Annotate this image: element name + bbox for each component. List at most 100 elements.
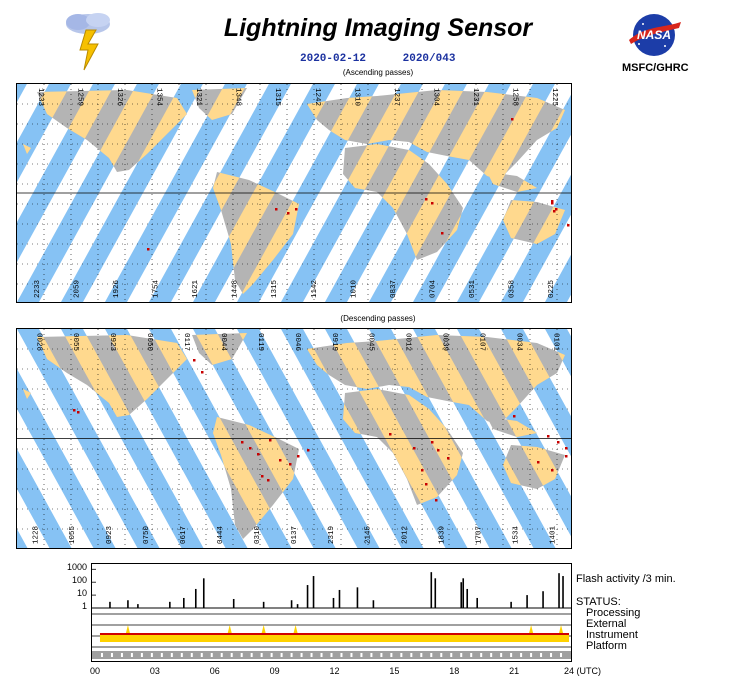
platform-gap bbox=[100, 653, 103, 657]
platform-gap bbox=[310, 653, 313, 657]
platform-gap bbox=[440, 653, 443, 657]
x-tick-label: 24 (UTC) bbox=[564, 666, 602, 676]
external-event bbox=[529, 625, 534, 633]
y-tick-label: 1 bbox=[81, 601, 87, 611]
flash-marker bbox=[279, 459, 282, 462]
platform-gap bbox=[540, 653, 543, 657]
ascending-pass-map: 1233 1259 1326 1354 1321 1348 1315 1242 1310 1237… bbox=[16, 83, 572, 303]
bottom-orbit-time-label: 0310 bbox=[254, 525, 262, 544]
flash-activity-label: Flash activity /3 min. bbox=[576, 573, 676, 585]
flash-marker bbox=[557, 441, 560, 444]
flash-marker bbox=[413, 447, 416, 450]
top-orbit-time-label: 0055 bbox=[71, 333, 79, 352]
lightning-bolt-logo bbox=[58, 10, 118, 74]
top-orbit-time-label: 1259 bbox=[75, 88, 83, 106]
platform-gap bbox=[130, 653, 133, 657]
top-orbit-time-label: 0045 bbox=[367, 333, 375, 352]
platform-gap bbox=[500, 653, 503, 657]
bottom-orbit-time-label: 1315 bbox=[271, 279, 279, 298]
flash-marker bbox=[389, 433, 392, 436]
external-event bbox=[559, 625, 564, 633]
flash-marker bbox=[437, 449, 440, 452]
bottom-orbit-time-label: 1228 bbox=[32, 526, 40, 544]
top-orbit-time-label: 1242 bbox=[313, 88, 321, 106]
bottom-orbit-time-label: 1448 bbox=[232, 280, 240, 298]
flash-marker bbox=[441, 232, 444, 235]
date-value: 2020-02-12 bbox=[300, 53, 367, 65]
top-orbit-time-label: 1348 bbox=[234, 88, 242, 106]
page-title: Lightning Imaging Sensor bbox=[223, 14, 533, 42]
nasa-logo-text: NASA bbox=[637, 28, 671, 42]
flash-marker bbox=[567, 224, 570, 227]
flash-marker bbox=[537, 461, 540, 464]
top-orbit-time-label: 0046 bbox=[293, 333, 301, 352]
bottom-orbit-time-label: 0137 bbox=[291, 526, 299, 544]
platform-gap bbox=[230, 653, 233, 657]
flash-marker bbox=[565, 447, 568, 450]
x-tick-label: 09 bbox=[269, 666, 280, 676]
bottom-orbit-time-label: 1707 bbox=[476, 526, 484, 544]
platform-gap bbox=[400, 653, 403, 657]
platform-gap bbox=[370, 653, 373, 657]
bottom-orbit-time-label: 0837 bbox=[390, 280, 398, 298]
platform-gap bbox=[180, 653, 183, 657]
platform-gap bbox=[450, 653, 453, 657]
status-row-processing: Processing bbox=[586, 607, 641, 619]
platform-gap bbox=[220, 653, 223, 657]
lightning-flashes bbox=[73, 359, 568, 502]
platform-gap bbox=[510, 653, 513, 657]
top-orbit-time-label: 1237 bbox=[392, 88, 400, 106]
status-graphic bbox=[92, 568, 571, 659]
bottom-orbit-time-label: 1621 bbox=[192, 279, 200, 298]
bottom-orbit-time-label: 0444 bbox=[217, 525, 225, 544]
x-tick-label: 03 bbox=[149, 666, 160, 676]
instrument-band bbox=[99, 633, 570, 642]
flash-marker bbox=[551, 202, 554, 205]
flash-marker bbox=[249, 447, 252, 450]
platform-gap bbox=[300, 653, 303, 657]
flash-marker bbox=[275, 208, 278, 211]
orbit-swath bbox=[17, 84, 27, 102]
flash-marker bbox=[289, 463, 292, 466]
platform-gap bbox=[420, 653, 423, 657]
platform-gap bbox=[350, 653, 353, 657]
flash-marker bbox=[257, 453, 260, 456]
platform-gap bbox=[530, 653, 533, 657]
flash-marker bbox=[241, 441, 244, 444]
top-orbit-time-label: 1304 bbox=[431, 88, 439, 107]
status-panel bbox=[91, 563, 572, 662]
platform-gap bbox=[280, 653, 283, 657]
top-orbit-time-label: 0028 bbox=[34, 333, 42, 351]
y-tick-label: 1000 bbox=[66, 562, 87, 573]
bottom-orbit-time-label: 0358 bbox=[509, 280, 517, 298]
platform-gap bbox=[330, 653, 333, 657]
status-row-external: External bbox=[586, 618, 627, 630]
flash-marker bbox=[287, 212, 290, 215]
nasa-logo: NASA bbox=[625, 12, 683, 58]
day-of-year-value: 2020/043 bbox=[402, 53, 456, 65]
platform-gap bbox=[430, 653, 433, 657]
y-tick-label: 10 bbox=[76, 588, 87, 599]
external-event bbox=[227, 625, 232, 633]
top-orbit-time-label: 0919 bbox=[330, 333, 338, 351]
flash-marker bbox=[447, 457, 450, 460]
flash-marker bbox=[431, 441, 434, 444]
x-tick-label: 15 bbox=[389, 666, 400, 676]
top-orbit-time-label: 0101 bbox=[551, 333, 559, 352]
top-orbit-time-label: 1231 bbox=[471, 88, 479, 107]
top-orbit-time-label: 0039 bbox=[441, 333, 449, 351]
platform-gap bbox=[470, 653, 473, 657]
platform-gap bbox=[110, 653, 113, 657]
flash-marker bbox=[269, 439, 272, 442]
land-swath bbox=[501, 333, 565, 539]
platform-gap bbox=[150, 653, 153, 657]
top-orbit-time-label: 0117 bbox=[182, 333, 190, 351]
bottom-orbit-time-label: 1534 bbox=[512, 525, 520, 544]
flash-marker bbox=[565, 455, 568, 458]
flash-marker bbox=[511, 118, 514, 121]
descending-map-graphic: 0028 0055 0923 0050 0117 0044 0119 0046 0919 0045… bbox=[17, 329, 571, 548]
bottom-orbit-time-label: 1142 bbox=[311, 280, 319, 298]
platform-gap bbox=[190, 653, 193, 657]
top-orbit-time-label: 1233 bbox=[36, 88, 44, 107]
top-orbit-time-label: 0050 bbox=[145, 333, 153, 352]
